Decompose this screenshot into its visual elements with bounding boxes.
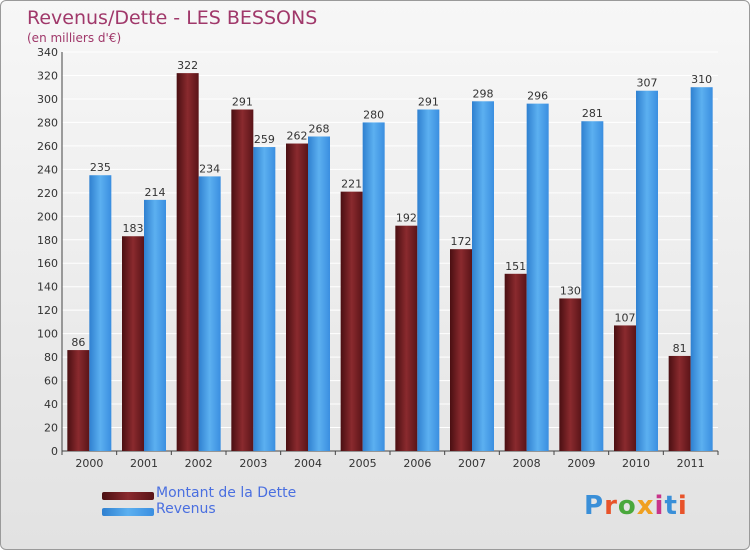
data-label: 183 [123,222,144,235]
legend-swatch-revenue [102,508,154,516]
revenue-bar [636,90,658,451]
y-tick-label: 160 [37,257,58,270]
debt-bar [450,249,472,451]
logo-letter: x [636,491,655,521]
data-label: 298 [473,87,494,100]
y-tick-label: 60 [44,375,58,388]
revenue-bar [89,175,112,451]
revenue-bar [144,199,166,451]
data-label: 235 [90,161,111,174]
bars [67,73,713,452]
logo-letter: o [617,491,637,521]
proxiti-logo: Proxiti [584,491,688,521]
revenue-bar [308,136,330,451]
y-tick-label: 180 [37,234,58,247]
x-tick-label: 2001 [130,457,158,470]
y-tick-label: 300 [37,93,58,106]
data-label: 281 [582,107,603,120]
x-tick-label: 2009 [567,457,595,470]
data-label: 234 [199,162,220,175]
revenue-bar [526,103,549,452]
data-label: 86 [71,336,85,349]
legend-swatch-debt [102,492,154,500]
revenue-bar [362,122,385,451]
data-label: 192 [396,212,417,225]
data-label: 268 [309,122,330,135]
grid-lines [62,51,718,452]
y-tick-label: 240 [37,163,58,176]
x-tick-label: 2006 [403,457,431,470]
legend-label-revenue: Revenus [156,501,216,517]
y-tick-label: 0 [51,445,58,458]
revenue-bar [581,121,604,452]
y-tick-label: 140 [37,281,58,294]
x-tick-label: 2003 [239,457,267,470]
data-label: 107 [615,311,636,324]
revenue-bar [690,87,713,452]
x-tick-label: 2002 [185,457,213,470]
debt-bar [286,143,308,452]
logo-letter: t [664,491,678,521]
debt-bar [559,298,582,451]
data-label: 291 [232,96,253,109]
chart-subtitle: (en milliers d'€) [27,31,122,45]
y-tick-label: 200 [37,210,58,223]
y-tick-label: 320 [37,69,58,82]
x-tick-label: 2010 [622,457,650,470]
data-label: 214 [145,186,166,199]
debt-bar [176,73,199,451]
y-tick-label: 120 [37,304,58,317]
axes: 0 20 40 60 80 100 120 140 160 180 200 220 240 260 280 3… [37,46,719,470]
data-label: 291 [418,96,439,109]
data-label: 307 [637,77,658,90]
debt-bar [231,109,254,452]
y-tick-label: 100 [37,328,58,341]
logo-letter: i [654,491,665,521]
data-label: 151 [505,260,526,273]
debt-bar [340,191,363,451]
logo-letter: i [677,491,688,521]
data-label: 221 [341,178,362,191]
debt-bar [122,236,144,451]
y-tick-label: 220 [37,187,58,200]
debt-bar [614,325,636,451]
y-tick-label: 260 [37,140,58,153]
data-label: 259 [254,133,275,146]
x-tick-label: 2008 [513,457,541,470]
x-tick-label: 2005 [349,457,377,470]
x-tick-label: 2000 [75,457,103,470]
data-label: 81 [673,342,687,355]
y-tick-label: 340 [37,46,58,59]
logo-letter: r [604,491,618,521]
revenue-bar [417,109,440,452]
y-tick-label: 40 [44,398,58,411]
logo-letter: P [584,491,605,521]
debt-bar [504,273,527,451]
data-label: 130 [560,284,581,297]
data-label: 262 [287,130,308,143]
revenue-bar [253,147,276,451]
x-tick-label: 2007 [458,457,486,470]
data-label: 310 [691,73,712,86]
chart-title: Revenus/Dette - LES BESSONS [27,7,318,29]
y-tick-label: 280 [37,116,58,129]
debt-bar [67,350,90,451]
y-tick-label: 20 [44,422,58,435]
data-label: 322 [177,59,198,72]
data-label: 280 [363,108,384,121]
x-tick-label: 2011 [677,457,705,470]
legend-label-debt: Montant de la Dette [156,485,297,501]
debt-bar [668,355,691,451]
data-label: 172 [451,235,472,248]
y-tick-label: 80 [44,351,58,364]
revenue-bar [198,176,221,452]
x-tick-label: 2004 [294,457,322,470]
data-label: 296 [527,90,548,103]
debt-bar [395,225,418,451]
revenue-bar [472,101,494,451]
